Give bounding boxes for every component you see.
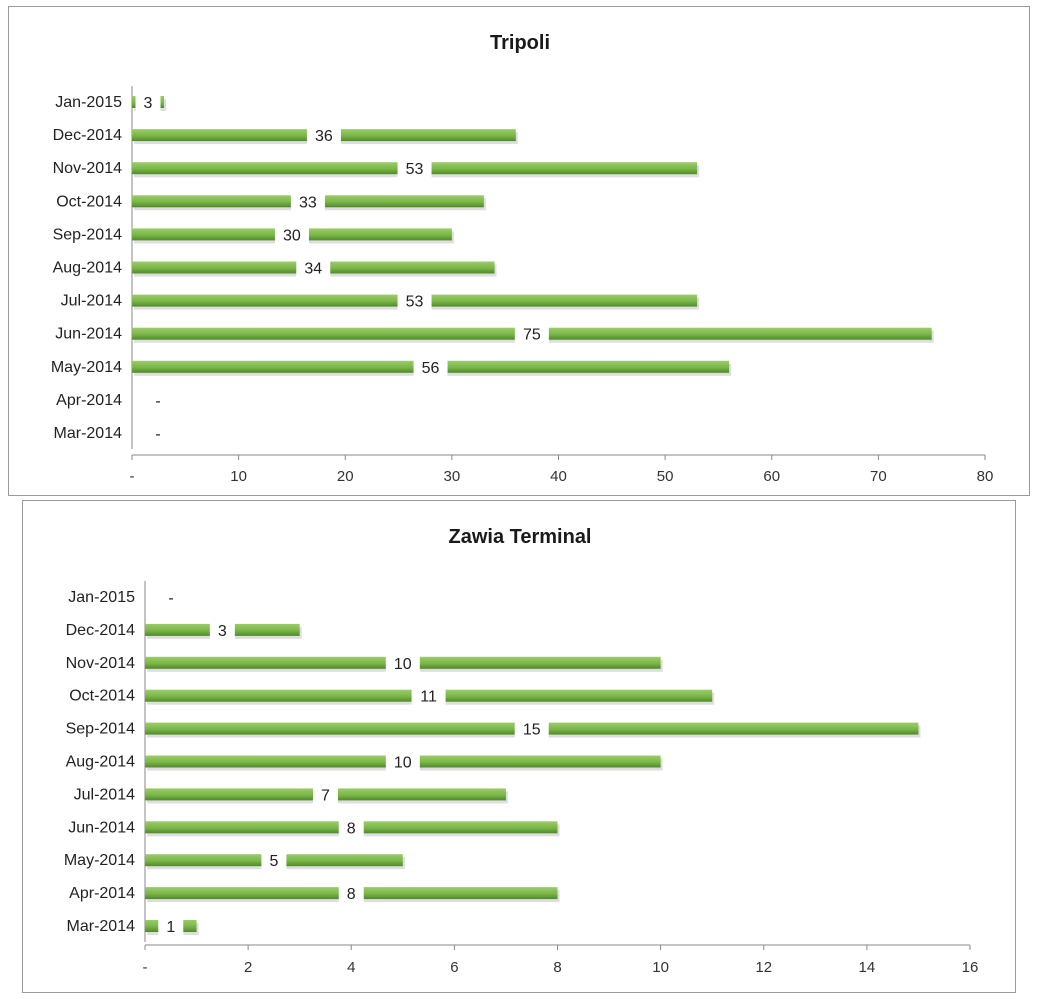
zawia-category-label: Oct-2014 — [69, 688, 135, 705]
tripoli-data-label: 36 — [315, 128, 333, 145]
zawia-category-label: Aug-2014 — [66, 754, 135, 771]
zawia-data-label-box — [385, 749, 420, 774]
tripoli-data-label-box — [514, 321, 549, 346]
tripoli-data-label-box — [397, 156, 432, 181]
tripoli-data-label: 33 — [299, 194, 317, 211]
tripoli-chart-panel: Tripoli - 10 20 30 40 50 60 70 80 Jan-2015 3 Dec-201… — [8, 6, 1030, 496]
tripoli-data-label-box — [306, 123, 341, 148]
tripoli-data-label: 30 — [283, 227, 301, 244]
zawia-data-label-box — [385, 650, 420, 675]
tripoli-data-label-box — [145, 421, 171, 445]
zawia-x-tick-label: - — [143, 959, 148, 976]
zawia-data-label-box — [261, 848, 287, 873]
tripoli-category-label: Jul-2014 — [61, 293, 122, 310]
zawia-x-tick-label: 10 — [652, 959, 669, 976]
zawia-terminal-chart-panel: Zawia Terminal - 2 4 6 8 10 12 14 16 Jan-2015 - Dec-… — [22, 500, 1016, 993]
tripoli-data-label-box — [135, 90, 161, 114]
tripoli-category-label: Dec-2014 — [53, 127, 122, 144]
tripoli-category-label: May-2014 — [51, 359, 122, 376]
zawia-data-label-box — [209, 617, 235, 642]
tripoli-data-label-box — [397, 288, 432, 313]
tripoli-x-tick-label: 10 — [230, 468, 247, 485]
zawia-data-label: 15 — [523, 722, 541, 739]
zawia-data-label-box — [411, 683, 446, 708]
zawia-data-label-box — [158, 585, 184, 609]
zawia-category-label: Jan-2015 — [68, 589, 135, 606]
tripoli-x-tick-label: - — [130, 468, 135, 485]
tripoli-category-label: Oct-2014 — [56, 193, 122, 210]
zawia-category-label: Sep-2014 — [66, 721, 135, 738]
tripoli-category-label: Nov-2014 — [53, 160, 122, 177]
zawia-category-label: Jun-2014 — [68, 819, 135, 836]
zawia-data-label-box — [312, 782, 338, 807]
tripoli-x-tick-label: 30 — [444, 468, 461, 485]
zawia-x-tick-label: 2 — [244, 959, 252, 976]
tripoli-x-tick-label: 80 — [977, 468, 994, 485]
zawia-data-label-box — [158, 914, 184, 938]
tripoli-data-label-box — [290, 189, 325, 214]
zawia-data-label: 7 — [321, 787, 330, 804]
tripoli-x-tick-label: 20 — [337, 468, 354, 485]
tripoli-data-label: 3 — [144, 95, 153, 112]
zawia-data-label-box — [514, 716, 549, 741]
zawia-data-label: 1 — [166, 919, 175, 936]
zawia-data-label: 10 — [394, 656, 412, 673]
tripoli-category-label: Mar-2014 — [54, 425, 123, 442]
zawia-data-label: 11 — [420, 689, 437, 706]
zawia-category-label: Jul-2014 — [74, 786, 135, 803]
zawia-data-label: 8 — [347, 886, 356, 903]
zawia-x-tick-label: 8 — [553, 959, 561, 976]
tripoli-data-label: 75 — [523, 327, 541, 344]
zawia-x-tick-label: 6 — [450, 959, 458, 976]
tripoli-data-label-box — [296, 255, 331, 280]
tripoli-x-tick-label: 40 — [550, 468, 567, 485]
zawia-x-tick-label: 4 — [347, 959, 355, 976]
tripoli-category-label: Sep-2014 — [53, 226, 122, 243]
zawia-data-label: 5 — [269, 853, 278, 870]
zawia-data-label-box — [338, 815, 364, 840]
zawia-x-tick-label: 12 — [755, 959, 772, 976]
zawia-category-label: May-2014 — [64, 852, 135, 869]
tripoli-x-tick-label: 60 — [763, 468, 780, 485]
zawia-terminal-chart: Zawia Terminal - 2 4 6 8 10 12 14 16 Jan-2015 - Dec-… — [64, 526, 979, 976]
zawia-data-label: 8 — [347, 820, 356, 837]
tripoli-x-tick-label: 50 — [657, 468, 674, 485]
zawia-category-label: Apr-2014 — [69, 885, 135, 902]
tripoli-category-label: Jun-2014 — [55, 326, 122, 343]
zawia-category-label: Nov-2014 — [66, 655, 135, 672]
zawia-chart-title: Zawia Terminal — [448, 526, 591, 548]
tripoli-chart-title: Tripoli — [490, 32, 550, 54]
tripoli-data-label: 56 — [422, 360, 440, 377]
zawia-category-label: Mar-2014 — [67, 918, 136, 935]
zawia-x-tick-label: 16 — [962, 959, 979, 976]
tripoli-data-label: 34 — [304, 261, 322, 278]
zawia-category-label: Dec-2014 — [66, 622, 135, 639]
tripoli-data-label-box — [413, 354, 448, 379]
tripoli-x-tick-label: 70 — [870, 468, 887, 485]
tripoli-data-label-box — [274, 222, 309, 247]
tripoli-category-label: Apr-2014 — [56, 392, 122, 409]
zawia-x-tick-label: 14 — [859, 959, 876, 976]
zawia-data-label: 3 — [218, 623, 227, 640]
tripoli-data-label-box — [145, 387, 171, 412]
zawia-data-label: - — [168, 590, 173, 607]
zawia-data-label-box — [338, 881, 364, 906]
tripoli-data-label: 53 — [406, 294, 424, 311]
tripoli-data-label: - — [155, 393, 160, 410]
tripoli-category-label: Jan-2015 — [55, 94, 122, 111]
tripoli-data-label: 53 — [406, 161, 424, 178]
tripoli-chart: Tripoli - 10 20 30 40 50 60 70 80 Jan-2015 3 Dec-201… — [51, 32, 994, 485]
zawia-data-label: 10 — [394, 755, 412, 772]
tripoli-category-label: Aug-2014 — [53, 260, 122, 277]
tripoli-data-label: - — [155, 426, 160, 443]
